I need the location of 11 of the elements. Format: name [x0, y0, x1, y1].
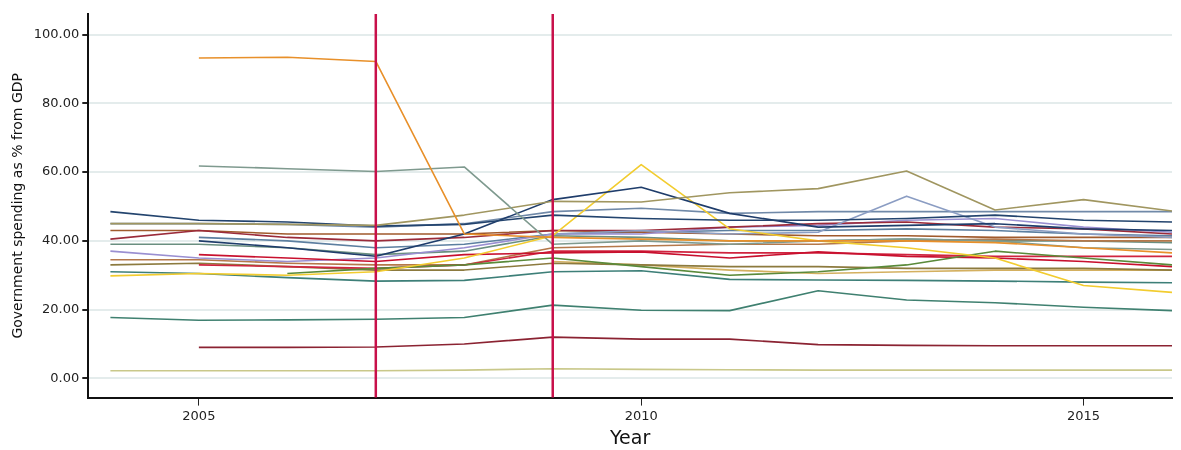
y-tick-label: 0.00 — [50, 369, 80, 385]
x-tick-label: 2010 — [624, 407, 658, 423]
y-tick-label: 20.00 — [42, 300, 80, 316]
x-axis-title: Year — [609, 425, 651, 448]
y-axis-title: Government spending as % from GDP — [9, 73, 26, 339]
y-tick-label: 80.00 — [42, 94, 80, 110]
x-tick-label: 2015 — [1066, 407, 1101, 423]
y-tick-label: 100.00 — [33, 26, 80, 41]
y-tick-label: 40.00 — [42, 232, 80, 248]
x-tick-label: 2005 — [182, 407, 216, 423]
y-tick-label: 60.00 — [42, 163, 80, 179]
